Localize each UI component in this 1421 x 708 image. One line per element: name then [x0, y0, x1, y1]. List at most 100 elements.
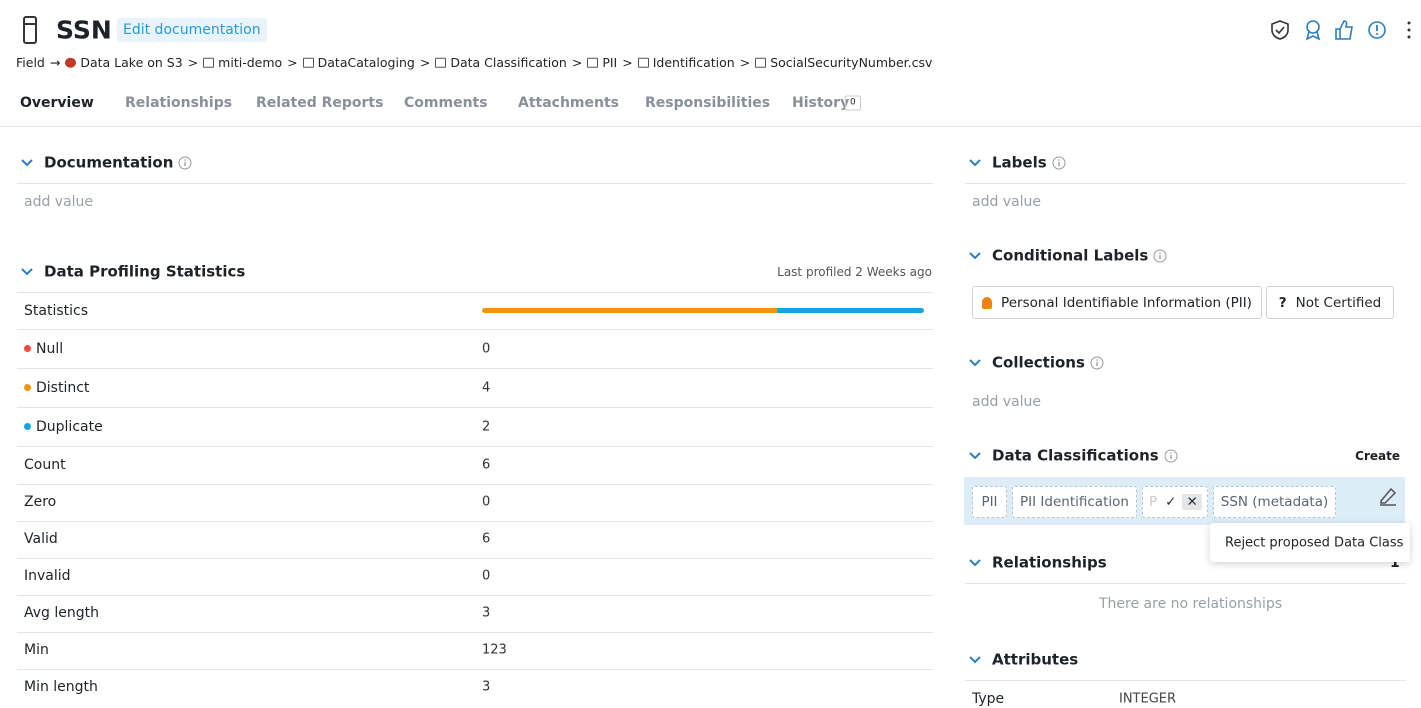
- chip-text: P: [1149, 494, 1158, 510]
- stat-name: Distinct: [36, 380, 90, 396]
- divider: [965, 583, 1406, 584]
- empty-text: There are no relationships: [1099, 596, 1283, 612]
- separator: >: [419, 54, 431, 70]
- divider: [17, 558, 933, 559]
- chevron[interactable]: [968, 655, 982, 665]
- label-chip[interactable]: Personal Identifiable Information (PII): [972, 286, 1262, 319]
- chevron[interactable]: [968, 451, 982, 461]
- crumb[interactable]: SocialSecurityNumber.csv: [770, 54, 933, 70]
- chevron[interactable]: [968, 158, 982, 168]
- stat-label: Distinct: [24, 381, 89, 395]
- legend-dot: [24, 345, 31, 352]
- chip-text: SSN (metadata): [1220, 494, 1329, 510]
- arrow: →: [49, 54, 61, 70]
- section-title: Attributes: [992, 650, 1079, 669]
- attribute-name: Type: [972, 691, 1005, 707]
- chevron[interactable]: [968, 358, 982, 368]
- header-actions[interactable]: [1270, 19, 1420, 41]
- divider: [17, 368, 933, 369]
- placeholder[interactable]: add value: [972, 394, 1042, 410]
- separator: >: [187, 54, 199, 70]
- crumb-icon: [587, 57, 599, 68]
- label-chip[interactable]: ? Not Certified: [1266, 286, 1394, 319]
- tab[interactable]: Attachments: [518, 95, 620, 111]
- crumb-icon: [755, 57, 767, 68]
- stat-value: 4: [482, 380, 491, 396]
- separator: >: [622, 54, 633, 70]
- create-button[interactable]: Create: [1355, 449, 1400, 463]
- chip-text: PII: [981, 494, 998, 510]
- info-icon: [1153, 249, 1167, 263]
- chevron[interactable]: [968, 251, 982, 261]
- crumb[interactable]: Data Classification: [450, 54, 567, 70]
- question-icon: ?: [1278, 294, 1287, 311]
- person-icon: [982, 296, 993, 309]
- stat-value: 0: [482, 568, 491, 584]
- crumb-icon: [435, 57, 447, 68]
- divider: [17, 632, 933, 633]
- chip-text: Personal Identifiable Information (PII): [1001, 294, 1252, 311]
- chip-text: PII Identification: [1020, 494, 1129, 510]
- crumb[interactable]: Identification: [652, 54, 735, 70]
- stat-label: Count: [24, 458, 66, 472]
- placeholder[interactable]: add value: [972, 194, 1042, 210]
- stat-label: Min: [24, 643, 49, 657]
- divider: [17, 407, 933, 408]
- tooltip-text: Reject proposed Data Class: [1225, 535, 1404, 551]
- tab[interactable]: Comments: [404, 95, 488, 111]
- stats-header: Statistics: [24, 303, 88, 319]
- stat-value: 6: [482, 457, 491, 473]
- crumb-icon: [637, 57, 649, 68]
- tab[interactable]: Relationships: [125, 95, 233, 111]
- stat-name: Min: [24, 642, 49, 658]
- stat-name: Zero: [24, 494, 57, 510]
- separator: >: [571, 54, 583, 70]
- stat-value: 3: [482, 679, 491, 695]
- tab[interactable]: Responsibilities: [645, 95, 771, 111]
- separator: >: [739, 54, 751, 70]
- crumb[interactable]: PII: [602, 54, 618, 70]
- edit-documentation[interactable]: Edit documentation: [117, 18, 267, 42]
- classification-chip[interactable]: SSN (metadata): [1213, 486, 1336, 518]
- crumb[interactable]: miti-demo: [218, 54, 283, 70]
- stat-value: 0: [482, 341, 491, 357]
- tab[interactable]: Related Reports: [256, 95, 384, 111]
- reject[interactable]: ✕: [1182, 494, 1202, 510]
- divider: [17, 329, 933, 330]
- section-title: Collections: [992, 353, 1085, 372]
- crumb-icon: [203, 57, 215, 68]
- crumb-icon: [65, 57, 77, 68]
- stat-value: 3: [482, 605, 491, 621]
- stat-value: 2: [482, 419, 491, 435]
- tab[interactable]: History: [792, 95, 850, 111]
- divider: [17, 521, 933, 522]
- crumb[interactable]: DataCataloging: [317, 54, 415, 70]
- legend-dot: [24, 384, 31, 391]
- divider: [17, 595, 933, 596]
- tab[interactable]: Overview: [20, 95, 94, 111]
- accept[interactable]: ✓: [1165, 494, 1177, 510]
- classification-chip[interactable]: P ✓ ✕: [1142, 486, 1208, 518]
- edit-icon[interactable]: [1378, 486, 1398, 506]
- chevron[interactable]: [20, 267, 34, 277]
- section-title: Data Classifications: [992, 446, 1159, 465]
- crumb[interactable]: Data Lake on S3: [80, 54, 183, 70]
- chevron[interactable]: [20, 158, 34, 168]
- chevron[interactable]: [968, 558, 982, 568]
- crumb-icon: [302, 57, 314, 68]
- placeholder[interactable]: add value: [24, 194, 94, 210]
- divider: [965, 183, 1406, 184]
- stat-label: Min length: [24, 680, 98, 694]
- breadcrumb: Field → Data Lake on S3 > miti-demo > DataCata…: [16, 54, 933, 70]
- classification-chip[interactable]: PII Identification: [1012, 486, 1137, 518]
- stat-label: Duplicate: [24, 420, 103, 434]
- section-title: Labels: [992, 153, 1047, 172]
- divider: [17, 669, 933, 670]
- stat-value: 6: [482, 531, 491, 547]
- legend-dot: [24, 423, 31, 430]
- crumb[interactable]: Field: [16, 54, 45, 70]
- divider: [17, 484, 933, 485]
- classification-chip[interactable]: PII: [972, 486, 1007, 518]
- stat-label: Invalid: [24, 569, 71, 583]
